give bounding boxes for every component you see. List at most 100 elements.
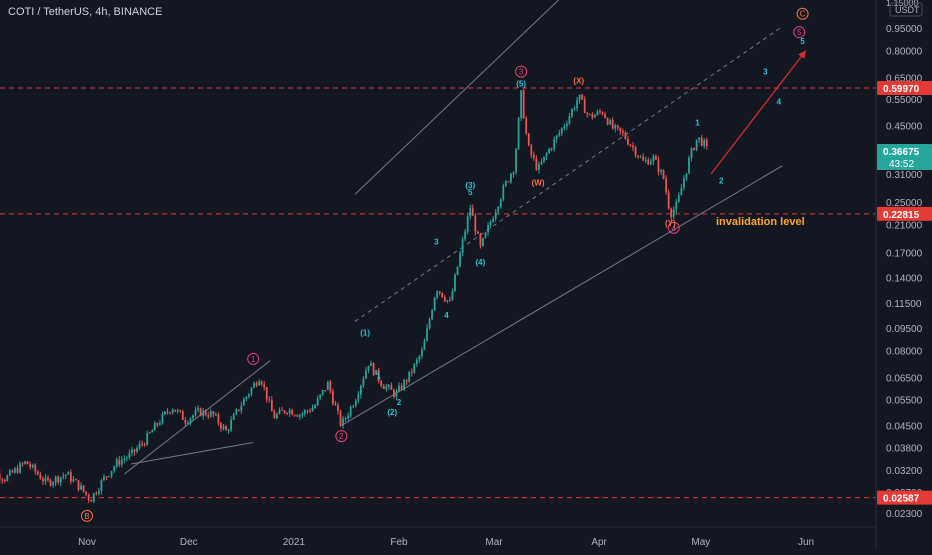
candle-body bbox=[304, 410, 306, 414]
candle-body bbox=[192, 415, 194, 419]
candle-body bbox=[293, 414, 296, 416]
candle-body bbox=[34, 464, 37, 472]
price-axis-tick: 1.15000 bbox=[886, 0, 919, 8]
candle-body bbox=[393, 389, 395, 397]
candle-body bbox=[179, 410, 182, 412]
candle-body bbox=[227, 430, 230, 432]
candle-body bbox=[665, 178, 668, 193]
candle-body bbox=[166, 411, 169, 413]
price-axis-tick: 0.09500 bbox=[886, 324, 923, 335]
candle-body bbox=[199, 408, 202, 416]
candle-body bbox=[525, 118, 528, 134]
candle-body bbox=[571, 109, 573, 117]
candle-body bbox=[573, 108, 576, 110]
candle-body bbox=[281, 409, 283, 411]
candle-body bbox=[54, 476, 57, 483]
candle-body bbox=[377, 369, 380, 381]
candle-body bbox=[222, 426, 225, 429]
symbol-title[interactable]: COTI / TetherUS, 4h, BINANCE bbox=[8, 6, 163, 18]
candle-body bbox=[438, 291, 441, 293]
candle-body bbox=[489, 221, 492, 226]
candle-body bbox=[380, 380, 383, 386]
candle-body bbox=[423, 340, 426, 350]
candle-body bbox=[314, 405, 316, 409]
time-axis-tick: Feb bbox=[390, 537, 408, 548]
wedge-upper-line bbox=[123, 360, 271, 475]
wave-label: (Y) bbox=[665, 219, 676, 228]
candle-body bbox=[278, 409, 281, 414]
candle-body bbox=[148, 432, 151, 434]
wave-label: 5 bbox=[797, 28, 802, 37]
candle-body bbox=[171, 409, 174, 413]
candle-body bbox=[375, 369, 378, 375]
candle-body bbox=[400, 385, 403, 390]
candle-body bbox=[532, 154, 535, 159]
candle-body bbox=[474, 215, 477, 232]
candle-body bbox=[204, 410, 207, 416]
projection-arrow bbox=[710, 50, 807, 175]
horizontal-levels bbox=[0, 87, 876, 499]
candle-body bbox=[113, 466, 116, 471]
candle-body bbox=[357, 394, 360, 401]
candle-body bbox=[543, 156, 545, 162]
candle-body bbox=[382, 385, 385, 389]
time-axis[interactable]: Nov Dec 2021 Feb Mar Apr May Jun bbox=[78, 537, 814, 548]
channel-lines bbox=[123, 0, 783, 475]
price-axis-tick: 0.06500 bbox=[886, 374, 923, 385]
candle-body bbox=[1, 479, 4, 481]
candle-body bbox=[245, 396, 248, 400]
candle-body bbox=[77, 480, 80, 490]
candle-body bbox=[593, 114, 596, 118]
candle-body bbox=[209, 411, 212, 417]
candle-body bbox=[578, 94, 581, 101]
candle-body bbox=[431, 310, 433, 320]
candle-body bbox=[326, 381, 329, 391]
candle-body bbox=[194, 410, 197, 416]
candle-body bbox=[504, 181, 507, 186]
candle-body bbox=[291, 409, 294, 415]
candle-body bbox=[413, 363, 416, 373]
candle-body bbox=[672, 209, 675, 218]
candle-body bbox=[359, 385, 362, 395]
candle-body bbox=[568, 116, 571, 124]
candle-body bbox=[19, 463, 21, 473]
candle-body bbox=[499, 199, 502, 207]
candle-body bbox=[110, 470, 113, 477]
candle-body bbox=[67, 472, 70, 475]
candle-body bbox=[268, 399, 271, 401]
invalidation-label: invalidation level bbox=[716, 216, 805, 228]
candle-body bbox=[220, 423, 222, 429]
wave-label: (4) bbox=[476, 258, 486, 267]
candle-body bbox=[286, 413, 288, 415]
candle-body bbox=[695, 139, 698, 150]
price-axis-tick: 0.04500 bbox=[886, 422, 923, 433]
wave-label: 1 bbox=[376, 372, 381, 381]
wedge-lower-line bbox=[131, 442, 254, 465]
candle-body bbox=[403, 380, 406, 390]
time-axis-tick: Dec bbox=[180, 537, 198, 548]
candle-body bbox=[103, 476, 105, 481]
candle-body bbox=[410, 371, 413, 373]
price-axis-tick: 0.08000 bbox=[886, 347, 923, 358]
wave-label: (5) bbox=[516, 80, 526, 89]
price-axis-tick: 0.17000 bbox=[886, 248, 923, 259]
candle-body bbox=[108, 476, 110, 478]
candle-body bbox=[385, 386, 388, 389]
candle-body bbox=[250, 387, 253, 395]
candle-body bbox=[418, 356, 421, 360]
candle-body bbox=[82, 485, 85, 492]
candle-body bbox=[329, 381, 332, 392]
candle-body bbox=[494, 212, 497, 219]
candle-body bbox=[415, 359, 418, 364]
candle-body bbox=[207, 415, 210, 417]
channel-upper-line bbox=[354, 0, 560, 195]
candle-body bbox=[609, 120, 612, 125]
candle-body bbox=[471, 208, 474, 216]
candle-body bbox=[97, 490, 100, 494]
wave-label: 4 bbox=[672, 224, 677, 233]
candle-body bbox=[181, 411, 184, 420]
candle-body bbox=[354, 400, 357, 407]
candle-body bbox=[614, 125, 617, 129]
